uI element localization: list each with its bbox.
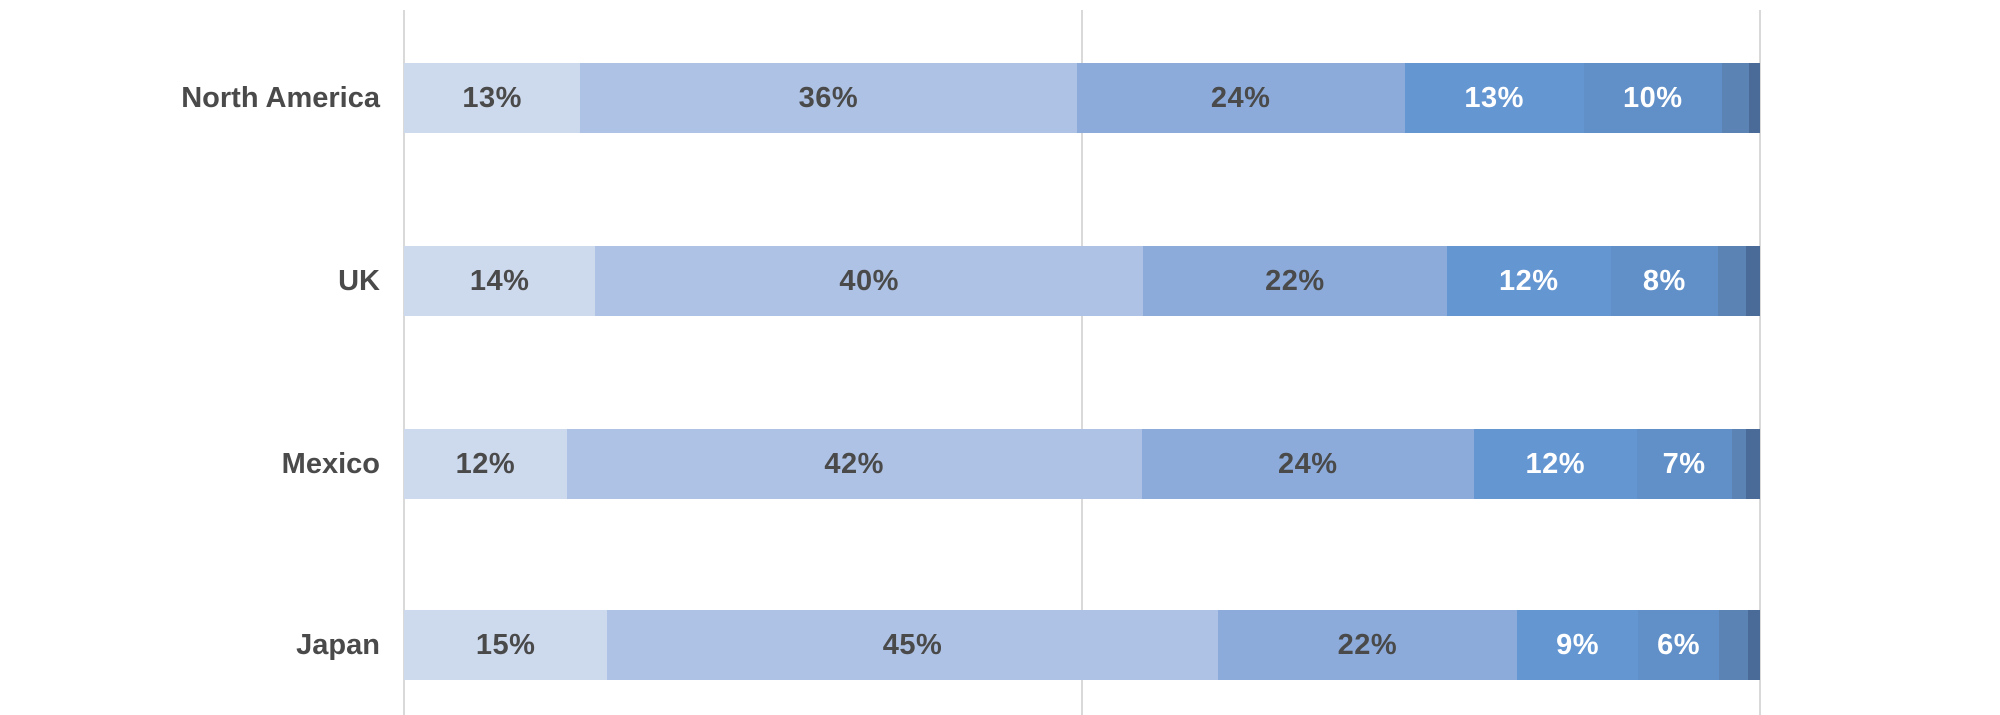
segment-value-label: 9% — [1556, 628, 1600, 661]
bar-segment: 12% — [404, 429, 567, 499]
bar-segment: 9% — [1517, 610, 1638, 680]
gridline-0-percent — [403, 10, 405, 715]
bar-segment: 45% — [607, 610, 1218, 680]
bar-segment — [1747, 610, 1760, 680]
bar-segment — [1749, 63, 1760, 133]
category-label: North America — [181, 82, 380, 114]
segment-value-label: 12% — [455, 447, 516, 480]
bar-segment: 6% — [1637, 610, 1720, 680]
segment-value-label: 36% — [798, 81, 859, 114]
bar-segment: 8% — [1610, 246, 1718, 316]
stacked-bar: 12% 42% 24% 12% 7% — [404, 429, 1760, 499]
segment-value-label: 13% — [1464, 81, 1524, 114]
gridline-50-percent — [1081, 10, 1083, 715]
bar-segment: 14% — [404, 246, 596, 316]
bar-segment: 7% — [1636, 429, 1732, 499]
segment-value-label: 12% — [1498, 264, 1559, 297]
bar-segment: 24% — [1141, 429, 1474, 499]
bar-segment: 15% — [404, 610, 608, 680]
bar-segment: 10% — [1583, 63, 1722, 133]
bar-segment: 22% — [1143, 246, 1447, 316]
segment-value-label: 40% — [839, 264, 899, 297]
bar-segment: 13% — [1404, 63, 1584, 133]
segment-value-label: 24% — [1277, 447, 1338, 480]
bar-segment — [1717, 246, 1747, 316]
bar-segment: 42% — [566, 429, 1142, 499]
bar-segment: 13% — [404, 63, 581, 133]
gridline-100-percent — [1759, 10, 1761, 715]
category-label: Japan — [296, 629, 380, 661]
segment-value-label: 14% — [469, 264, 530, 297]
chart-row: UK 14% 40% 22% 12% 8% — [0, 246, 2000, 316]
bar-segment: 12% — [1473, 429, 1637, 499]
stacked-bar: 15% 45% 22% 9% 6% — [404, 610, 1760, 680]
segment-value-label: 12% — [1525, 447, 1585, 480]
segment-value-label: 6% — [1657, 628, 1701, 661]
segment-value-label: 42% — [824, 447, 884, 480]
segment-value-label: 22% — [1337, 628, 1398, 661]
segment-value-label: 8% — [1642, 264, 1686, 297]
segment-value-label: 10% — [1623, 81, 1683, 114]
bar-segment — [1746, 429, 1760, 499]
stacked-bar: 13% 36% 24% 13% 10% — [404, 63, 1760, 133]
bar-segment: 22% — [1217, 610, 1518, 680]
segment-value-label: 15% — [475, 628, 536, 661]
chart-row: North America 13% 36% 24% 13% 10% — [0, 63, 2000, 133]
segment-value-label: 24% — [1210, 81, 1271, 114]
stacked-bar: 14% 40% 22% 12% 8% — [404, 246, 1760, 316]
bar-segment: 24% — [1076, 63, 1405, 133]
segment-value-label: 13% — [462, 81, 522, 114]
bar-segment — [1719, 610, 1748, 680]
segment-value-label: 7% — [1662, 447, 1706, 480]
bar-segment: 12% — [1446, 246, 1611, 316]
bar-segment: 36% — [580, 63, 1077, 133]
chart-row: Mexico 12% 42% 24% 12% 7% — [0, 429, 2000, 499]
category-label: Mexico — [281, 448, 380, 480]
segment-value-label: 22% — [1265, 264, 1325, 297]
bar-segment — [1721, 63, 1750, 133]
bar-segment — [1731, 429, 1747, 499]
category-label: UK — [338, 265, 380, 297]
bar-segment: 40% — [595, 246, 1143, 316]
chart-row: Japan 15% 45% 22% 9% 6% — [0, 610, 2000, 680]
segment-value-label: 45% — [882, 628, 943, 661]
bar-segment — [1746, 246, 1760, 316]
